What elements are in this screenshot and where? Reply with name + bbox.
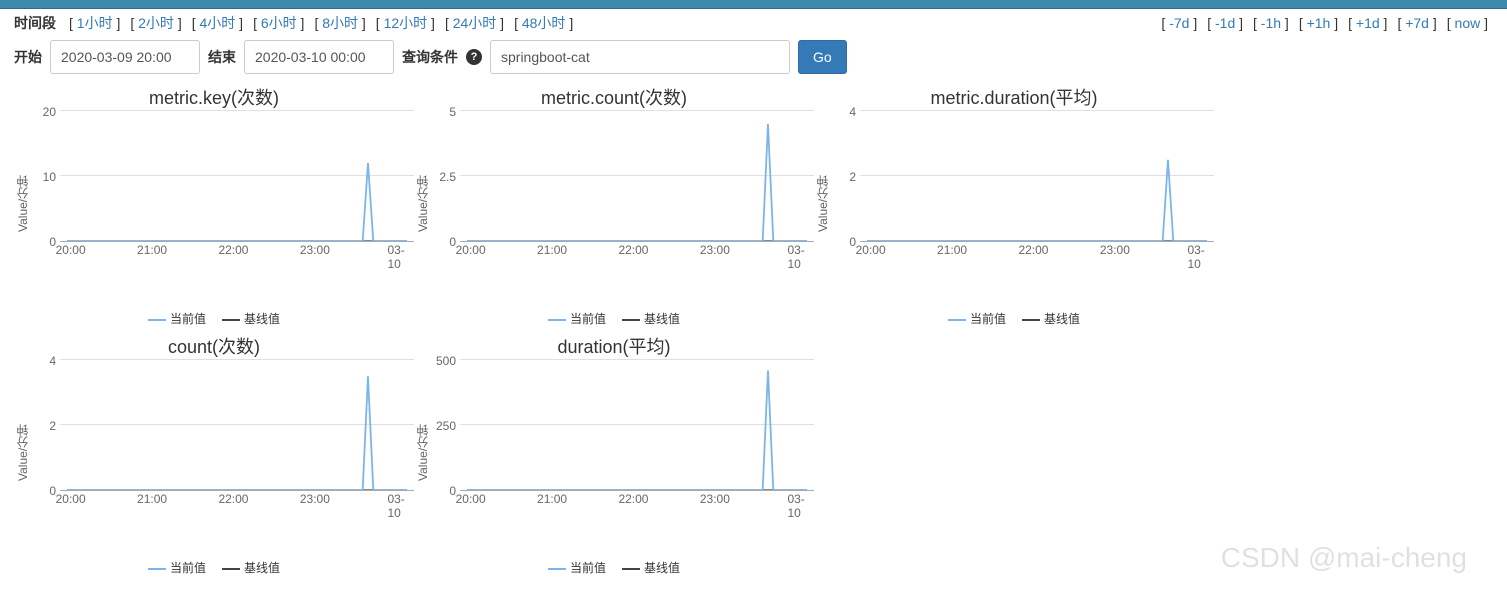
y-axis-label: Value/分钟 [14,112,30,282]
time-shift-link[interactable]: +1h [1294,15,1343,31]
chart-panel: metric.key(次数)Value/分钟0102020:0021:0022:… [14,84,414,327]
time-shift-link[interactable]: +7d [1392,15,1441,31]
time-range-link[interactable]: 24小时 [440,15,509,31]
legend-current-label: 当前值 [170,561,206,575]
plot-area: 20:0021:0022:0023:0003-10 [460,361,814,491]
time-shift-link[interactable]: -1d [1202,15,1248,31]
plot-area: 20:0021:0022:0023:0003-10 [460,112,814,242]
legend-current-label: 当前值 [970,312,1006,326]
x-axis-ticks: 20:0021:0022:0023:0003-10 [460,492,814,510]
chart-panel: count(次数)Value/分钟02420:0021:0022:0023:00… [14,333,414,576]
y-axis-label: Value/分钟 [414,112,430,282]
legend-baseline-label: 基线值 [644,312,680,326]
time-shift-link[interactable]: -1h [1248,15,1294,31]
time-shift-link[interactable]: now [1442,15,1493,31]
start-label: 开始 [14,47,42,67]
help-icon[interactable]: ? [466,49,482,65]
plot-area: 20:0021:0022:0023:0003-10 [60,112,414,242]
chart-legend: 当前值 基线值 [414,310,814,327]
window-top-bar [0,0,1507,9]
start-datetime-input[interactable] [50,40,200,74]
chart-legend: 当前值 基线值 [14,559,414,576]
time-range-link[interactable]: 1小时 [64,15,125,31]
legend-baseline-label: 基线值 [244,561,280,575]
series-current [67,163,407,241]
y-axis-label: Value/分钟 [414,361,430,531]
chart-title: count(次数) [14,333,414,359]
time-range-link[interactable]: 2小时 [125,15,186,31]
chart-title: metric.count(次数) [414,84,814,110]
time-shift-link[interactable]: +1d [1343,15,1392,31]
go-button[interactable]: Go [798,40,847,74]
plot-area: 20:0021:0022:0023:0003-10 [60,361,414,491]
legend-current-label: 当前值 [170,312,206,326]
chart-title: duration(平均) [414,333,814,359]
time-range-link[interactable]: 8小时 [309,15,370,31]
chart-panel: metric.count(次数)Value/分钟02.5520:0021:002… [414,84,814,327]
legend-baseline-label: 基线值 [644,561,680,575]
chart-title: metric.duration(平均) [814,84,1214,110]
x-axis-ticks: 20:0021:0022:0023:0003-10 [60,492,414,510]
time-range-link[interactable]: 4小时 [187,15,248,31]
time-range-row: 时间段 1小时2小时4小时6小时8小时12小时24小时48小时 -7d-1d-1… [0,9,1507,37]
charts-container: metric.key(次数)Value/分钟0102020:0021:0022:… [0,84,1507,582]
end-label: 结束 [208,47,236,67]
time-range-link[interactable]: 6小时 [248,15,309,31]
chart-title: metric.key(次数) [14,84,414,110]
x-axis-ticks: 20:0021:0022:0023:0003-10 [860,243,1214,261]
chart-legend: 当前值 基线值 [814,310,1214,327]
legend-current-label: 当前值 [570,312,606,326]
y-axis-label: Value/分钟 [14,361,30,531]
end-datetime-input[interactable] [244,40,394,74]
time-range-link[interactable]: 12小时 [371,15,440,31]
query-label: 查询条件 [402,47,458,67]
legend-baseline-label: 基线值 [244,312,280,326]
series-current [67,376,407,490]
series-current [867,160,1207,241]
query-controls-row: 开始 结束 查询条件 ? Go [0,37,1507,84]
series-current [467,370,807,490]
time-range-label: 时间段 [14,13,56,33]
legend-current-label: 当前值 [570,561,606,575]
legend-baseline-label: 基线值 [1044,312,1080,326]
series-current [467,124,807,241]
chart-panel: metric.duration(平均)Value/分钟02420:0021:00… [814,84,1214,327]
plot-area: 20:0021:0022:0023:0003-10 [860,112,1214,242]
time-range-link[interactable]: 48小时 [509,15,578,31]
chart-legend: 当前值 基线值 [414,559,814,576]
x-axis-ticks: 20:0021:0022:0023:0003-10 [60,243,414,261]
time-shift-link[interactable]: -7d [1156,15,1202,31]
y-axis-label: Value/分钟 [814,112,830,282]
x-axis-ticks: 20:0021:0022:0023:0003-10 [460,243,814,261]
query-input[interactable] [490,40,790,74]
chart-panel: duration(平均)Value/分钟025050020:0021:0022:… [414,333,814,576]
chart-legend: 当前值 基线值 [14,310,414,327]
